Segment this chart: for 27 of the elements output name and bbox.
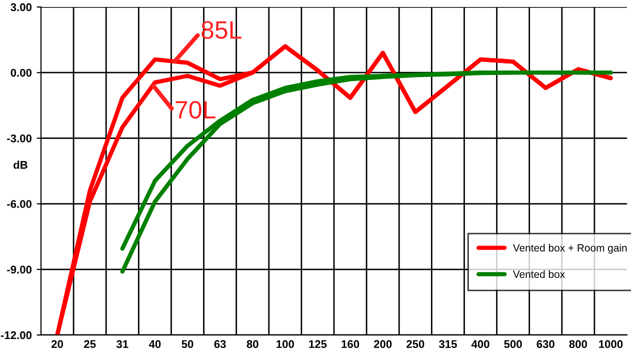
y-tick-label: -12.00 — [0, 331, 32, 340]
x-tick-label: 100 — [276, 340, 294, 348]
y-axis-title: dB — [14, 160, 28, 169]
x-tick-label: 630 — [536, 340, 554, 348]
x-tick-label: 63 — [214, 340, 226, 348]
legend-label: Vented box — [512, 270, 565, 278]
x-tick-label: 31 — [116, 340, 128, 348]
x-tick-label: 125 — [309, 340, 327, 348]
legend-label: Vented box + Room gain — [512, 244, 627, 254]
x-tick-label: 200 — [374, 340, 392, 348]
x-tick-label: 50 — [182, 340, 194, 348]
x-tick-label: 80 — [246, 340, 258, 348]
x-tick-label: 250 — [406, 340, 424, 348]
y-tick-label: -6.00 — [7, 200, 32, 208]
y-tick-label: -3.00 — [7, 134, 32, 142]
x-tick-label: 160 — [342, 340, 360, 348]
y-tick-label: 0.00 — [10, 68, 32, 77]
x-tick-label: 40 — [148, 340, 161, 348]
y-tick-label: 3.00 — [10, 3, 32, 12]
x-tick-label: 1000 — [599, 340, 623, 348]
y-tick-label: -9.00 — [7, 266, 32, 274]
x-tick-label: 800 — [569, 340, 587, 348]
x-tick-label: 25 — [84, 340, 96, 348]
x-tick-label: 315 — [438, 340, 457, 348]
x-tick-label: 500 — [504, 340, 522, 348]
x-tick-label: 20 — [51, 340, 63, 348]
x-tick-label: 400 — [471, 340, 490, 348]
